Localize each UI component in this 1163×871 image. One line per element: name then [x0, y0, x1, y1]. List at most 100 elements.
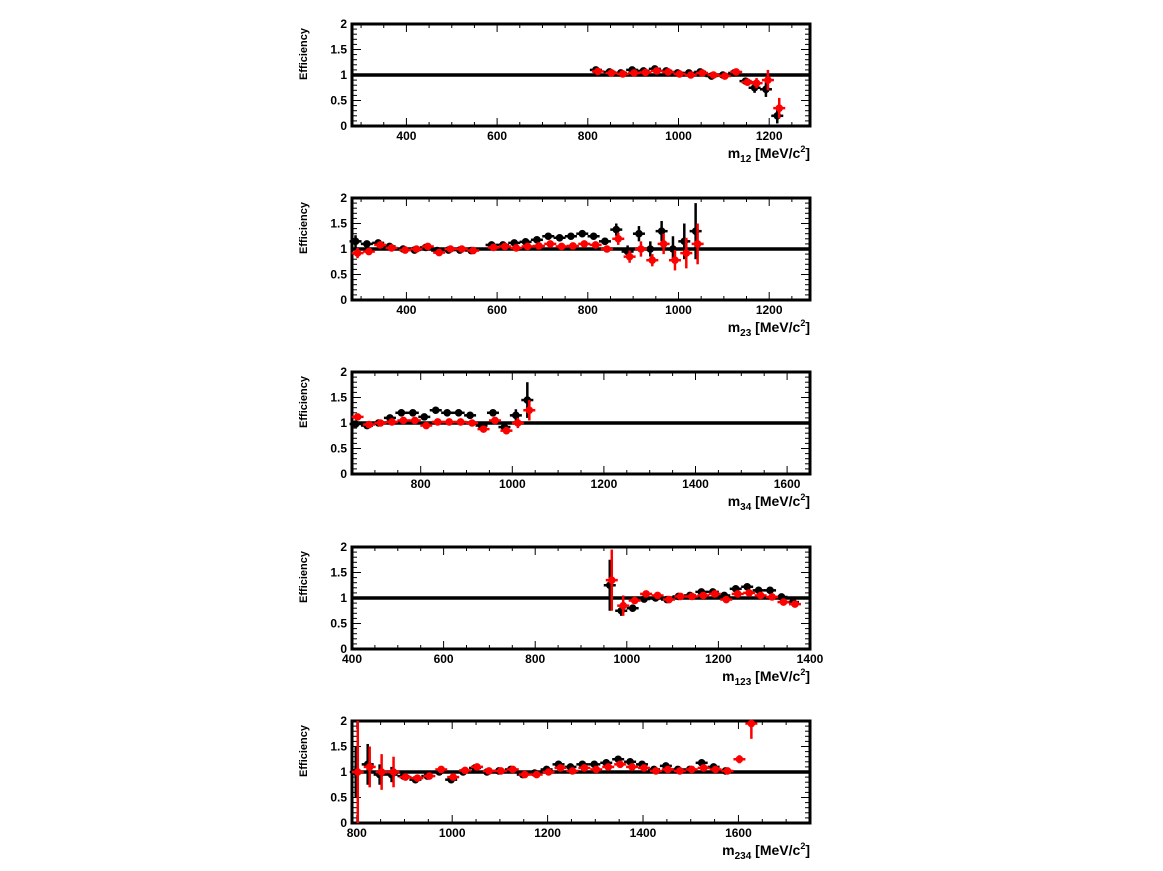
- data-point: [437, 765, 446, 774]
- y-tick-label: 1: [340, 765, 347, 779]
- data-point: [732, 68, 740, 76]
- data-point: [641, 68, 650, 77]
- data-point: [365, 420, 373, 429]
- data-point: [446, 245, 455, 253]
- y-tick-label: 1.5: [330, 217, 347, 231]
- x-tick-label: 1200: [756, 129, 783, 143]
- x-axis-label: m23 [MeV/c2]: [728, 318, 810, 339]
- data-point: [388, 418, 396, 426]
- data-point: [743, 582, 751, 591]
- data-point: [607, 69, 616, 77]
- y-tick-label: 2: [340, 365, 347, 379]
- data-point: [659, 240, 668, 248]
- data-point: [376, 419, 385, 427]
- y-tick-label: 1.5: [330, 740, 347, 754]
- data-point: [461, 766, 469, 775]
- data-point: [791, 600, 799, 608]
- x-tick-label: 1400: [797, 652, 824, 666]
- data-point: [637, 245, 645, 253]
- x-axis-label: m34 [MeV/c2]: [728, 492, 810, 513]
- y-tick-label: 0: [340, 119, 347, 133]
- x-tick-label: 400: [396, 303, 416, 317]
- y-tick-label: 0: [340, 467, 347, 481]
- data-point: [628, 763, 636, 771]
- data-point: [520, 770, 529, 779]
- y-tick-label: 0: [340, 293, 347, 307]
- data-point: [387, 244, 396, 252]
- data-point: [642, 590, 650, 598]
- data-point: [601, 237, 609, 246]
- y-tick-label: 0: [340, 642, 347, 656]
- y-tick-label: 0.5: [330, 94, 347, 108]
- data-point: [525, 406, 534, 415]
- x-tick-label: 800: [411, 477, 431, 491]
- x-axis-label: m12 [MeV/c2]: [728, 144, 810, 165]
- data-point: [555, 233, 564, 242]
- data-point: [353, 413, 362, 421]
- data-point: [653, 591, 662, 600]
- data-point: [401, 246, 409, 254]
- x-tick-label: 1000: [665, 129, 692, 143]
- x-tick-label: 800: [578, 129, 598, 143]
- data-point: [424, 242, 432, 251]
- data-point: [512, 411, 520, 420]
- data-point: [592, 765, 601, 774]
- data-point: [735, 755, 744, 764]
- data-point: [747, 719, 756, 728]
- x-tick-label: 800: [347, 826, 367, 840]
- data-point: [473, 763, 481, 771]
- data-point: [509, 765, 517, 774]
- chart-panel-2: 400 600 800 1000 1200 0 0.5 1 1.5 2 Efficiency m23 …: [298, 191, 812, 339]
- data-point: [568, 767, 577, 775]
- data-point: [353, 249, 362, 257]
- data-point: [628, 604, 637, 612]
- data-point: [612, 225, 621, 234]
- data-point: [619, 70, 627, 78]
- data-point: [580, 764, 589, 772]
- x-tick-label: 800: [578, 303, 598, 317]
- data-point: [557, 242, 566, 251]
- x-tick-label: 1200: [591, 477, 618, 491]
- y-axis-label: Efficiency: [298, 550, 310, 603]
- x-tick-label: 600: [487, 303, 507, 317]
- data-point: [491, 416, 499, 425]
- y-tick-label: 0.5: [330, 268, 347, 282]
- data-point: [721, 72, 729, 80]
- series-red: [351, 719, 758, 823]
- data-point: [648, 256, 657, 265]
- x-tick-label: 1000: [499, 477, 526, 491]
- data-point: [657, 227, 666, 235]
- data-point: [485, 767, 493, 775]
- data-point: [544, 232, 553, 241]
- data-point: [433, 418, 442, 426]
- data-point: [699, 764, 708, 772]
- data-point: [723, 767, 732, 775]
- data-point: [640, 764, 648, 772]
- plot-frame: [350, 22, 812, 128]
- data-point: [664, 765, 672, 774]
- data-point: [413, 774, 422, 782]
- plot-frame: [350, 545, 812, 651]
- x-tick-label: 1000: [439, 826, 466, 840]
- x-tick-label: 1400: [682, 477, 709, 491]
- y-tick-label: 1: [340, 242, 347, 256]
- data-point: [676, 767, 684, 775]
- x-tick-label: 1600: [725, 826, 752, 840]
- y-tick-label: 1.5: [330, 43, 347, 57]
- data-point: [764, 76, 772, 84]
- data-point: [351, 237, 360, 246]
- y-axis-label: Efficiency: [298, 724, 310, 777]
- data-point: [698, 69, 706, 77]
- data-point: [409, 409, 417, 417]
- data-point: [514, 419, 522, 427]
- data-point: [709, 71, 718, 79]
- data-point: [532, 770, 541, 779]
- data-point: [365, 763, 374, 771]
- data-point: [523, 242, 532, 251]
- data-point: [401, 773, 410, 781]
- data-point: [353, 768, 362, 776]
- chart-panel-5: 800 1000 1200 1400 1600 0 0.5 1 1.5 2 Efficiency m2…: [298, 714, 812, 862]
- chart-panel-4: 400 600 800 1000 1200 1400 0 0.5 1 1.5 2 Efficiency…: [298, 540, 824, 688]
- data-point: [675, 70, 684, 78]
- data-point: [630, 69, 638, 77]
